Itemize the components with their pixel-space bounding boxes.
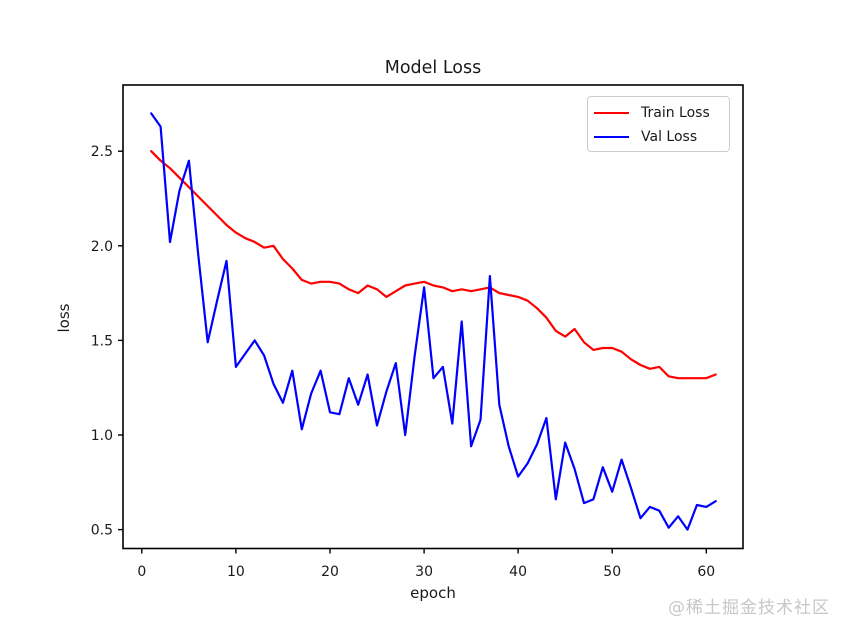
y-tick-label: 2.0 (91, 239, 113, 255)
chart-title: Model Loss (384, 58, 482, 78)
y-axis-label: loss (55, 303, 73, 333)
watermark: @稀土掘金技术社区 (668, 598, 830, 618)
x-tick-label: 60 (697, 564, 715, 580)
legend-entry-val: Val Loss (594, 125, 729, 149)
x-tick-label: 20 (321, 564, 339, 580)
x-tick-label: 40 (509, 564, 527, 580)
train-loss-legend-label: Train Loss (641, 105, 710, 121)
legend: Train Loss Val Loss (587, 96, 730, 152)
val-loss-legend-swatch (594, 136, 629, 138)
y-tick-label: 1.0 (91, 428, 113, 444)
x-tick-label: 10 (227, 564, 245, 580)
y-tick-label: 0.5 (91, 523, 113, 539)
x-tick-label: 50 (603, 564, 621, 580)
train-loss-line (150, 150, 717, 380)
y-tick-label: 1.5 (91, 333, 113, 349)
x-axis-label: epoch (410, 584, 456, 602)
x-tick-label: 30 (415, 564, 433, 580)
y-tick-label: 2.5 (91, 144, 113, 160)
x-tick-label: 0 (137, 564, 146, 580)
axes-frame (122, 84, 744, 550)
train-loss-legend-swatch (594, 112, 629, 114)
val-loss-legend-label: Val Loss (641, 129, 698, 145)
legend-entry-train: Train Loss (594, 101, 729, 125)
val-loss-line (150, 112, 717, 531)
